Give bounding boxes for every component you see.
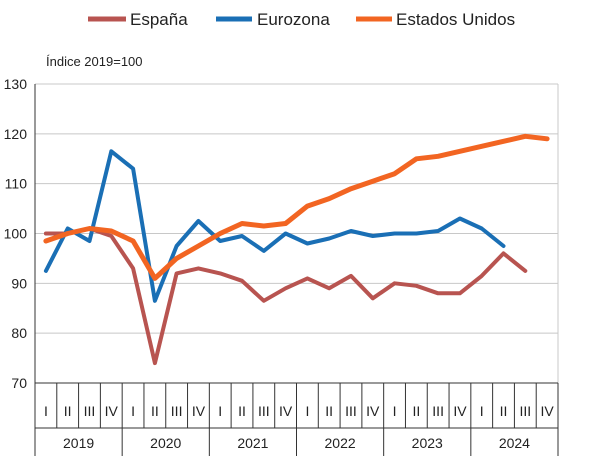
x-tick-label-quarter: I <box>305 403 309 419</box>
x-tick-label-year-2022: 2022 <box>325 435 356 451</box>
x-tick-label-quarter: I <box>44 403 48 419</box>
x-tick-label-quarter: I <box>218 403 222 419</box>
y-tick-label-120: 120 <box>4 126 28 142</box>
legend-label-estados-unidos: Estados Unidos <box>396 10 515 29</box>
x-tick-label-year-2023: 2023 <box>412 435 443 451</box>
series-lines <box>43 133 550 366</box>
y-tick-label-100: 100 <box>4 226 28 242</box>
series-line-espana <box>43 226 528 366</box>
y-tick-label-80: 80 <box>11 325 27 341</box>
x-tick-label-quarter: II <box>64 403 72 419</box>
y-axis: 70 80 90 100 110 120 130 <box>4 76 559 391</box>
x-tick-label-quarter: IV <box>279 403 293 419</box>
unit-label: Índice 2019=100 <box>46 54 143 69</box>
series-line-eurozona <box>43 149 506 303</box>
x-tick-label-quarter: II <box>412 403 420 419</box>
x-tick-label-quarter: II <box>151 403 159 419</box>
series-line-estados-unidos <box>43 133 550 281</box>
x-tick-label-quarter: I <box>393 403 397 419</box>
y-tick-label-110: 110 <box>5 176 28 192</box>
y-tick-label-70: 70 <box>11 375 27 391</box>
x-tick-label-quarter: IV <box>366 403 380 419</box>
x-tick-label-quarter: IV <box>453 403 467 419</box>
x-tick-label-quarter: IV <box>105 403 119 419</box>
legend: España Eurozona Estados Unidos <box>88 10 515 29</box>
x-tick-label-quarter: III <box>519 403 531 419</box>
y-gridlines <box>35 83 558 334</box>
x-tick-label-quarter: II <box>325 403 333 419</box>
x-tick-label-quarter: I <box>480 403 484 419</box>
x-tick-label-year-2020: 2020 <box>150 435 181 451</box>
y-tick-label-130: 130 <box>4 76 28 92</box>
x-tick-label-quarter: I <box>131 403 135 419</box>
x-tick-label-year-2024: 2024 <box>499 435 530 451</box>
x-tick-label-year-2019: 2019 <box>63 435 94 451</box>
x-tick-label-quarter: IV <box>540 403 554 419</box>
legend-label-espana: España <box>130 10 188 29</box>
x-tick-label-quarter: III <box>258 403 270 419</box>
x-tick-label-quarter: III <box>432 403 444 419</box>
x-tick-label-quarter: II <box>238 403 246 419</box>
legend-label-eurozona: Eurozona <box>257 10 330 29</box>
x-tick-label-quarter: III <box>171 403 183 419</box>
x-tick-label-quarter: III <box>84 403 96 419</box>
x-tick-label-quarter: III <box>345 403 357 419</box>
x-tick-label-quarter: IV <box>192 403 206 419</box>
x-tick-label-year-2021: 2021 <box>237 435 268 451</box>
x-axis: I II III IV I II III IV I II III IV I II III IV I II III IV… <box>34 382 559 456</box>
x-tick-label-quarter: II <box>500 403 508 419</box>
y-tick-label-90: 90 <box>11 275 27 291</box>
